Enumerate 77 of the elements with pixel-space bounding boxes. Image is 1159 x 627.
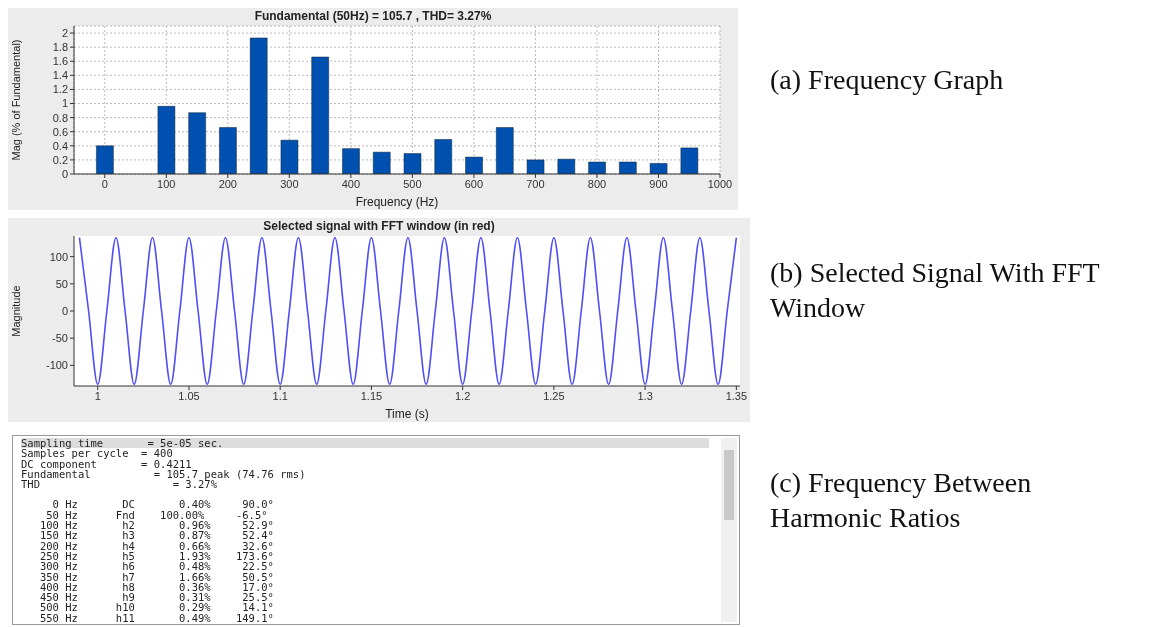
y-tick-label: 2 [61, 26, 68, 39]
y-axis-title: Mag (% of Fundamental) [9, 39, 22, 161]
text: (b) Selected Signal With FFT Window [770, 256, 1101, 325]
x-tick-label: 1 [94, 389, 101, 402]
x-tick-label: 1000 [707, 177, 733, 190]
text: Sampling time = 5e-05 sec. [21, 437, 709, 449]
text: 350 Hz h7 1.66% 50.5° [38, 570, 275, 583]
text: 250 Hz h5 1.93% 173.6° [38, 549, 275, 562]
x-tick-label: 200 [218, 177, 237, 190]
x-tick-label: 1.1 [272, 389, 288, 402]
y-tick-label: 0.6 [52, 125, 68, 138]
bar [403, 153, 422, 174]
y-axis-title: Magnitude [9, 285, 22, 337]
x-tick-label: 1.2 [455, 389, 471, 402]
bar [311, 56, 329, 174]
y-tick-label: 0 [61, 167, 68, 180]
bar [680, 147, 699, 174]
text: 0 Hz DC 0.40% 90.0° [51, 498, 275, 511]
x-tick-label: 700 [526, 177, 545, 190]
chart-title: Fundamental (50Hz) = 105.7 , THD= 3.27% [253, 9, 493, 23]
x-tick-label: 1.05 [178, 389, 200, 402]
y-tick-label: 50 [55, 277, 68, 290]
bar [280, 139, 299, 174]
y-tick-label: -100 [45, 359, 68, 372]
text: 150 Hz h3 0.87% 52.4° [38, 529, 275, 542]
y-tick-label: 1.6 [52, 55, 68, 68]
text: (a) Frequency Graph [770, 62, 1004, 97]
x-tick-label: 600 [464, 177, 484, 190]
bar [219, 127, 237, 174]
bar [526, 159, 545, 174]
y-tick-label: 1.8 [52, 41, 68, 54]
y-tick-label: -50 [52, 332, 68, 345]
bar [619, 161, 637, 174]
x-tick-label: 0 [101, 177, 108, 190]
x-tick-label: 800 [587, 177, 607, 190]
bar [465, 156, 483, 174]
text: THD = 3.27% [21, 478, 217, 491]
bar [188, 112, 206, 174]
bar [342, 148, 360, 174]
y-tick-label: 100 [49, 250, 68, 263]
bar [649, 163, 668, 174]
y-tick-label: 0.8 [52, 111, 68, 124]
x-tick-label: 400 [341, 177, 361, 190]
x-tick-label: 100 [157, 177, 176, 190]
text: (c) Frequency Between Harmonic Ratios [770, 466, 1033, 535]
bar [249, 37, 268, 174]
bar [157, 106, 176, 174]
text: 500 Hz h10 0.29% 14.1° [38, 601, 275, 614]
bar [496, 127, 514, 174]
bar [557, 158, 576, 174]
x-axis-title: Frequency (Hz) [355, 195, 439, 209]
chart-title: Selected signal with FFT window (in red) [262, 219, 496, 233]
bar [96, 145, 114, 174]
text: 550 Hz h11 0.49% 149.1° [38, 611, 275, 624]
x-tick-label: 900 [649, 177, 668, 190]
x-tick-label: 300 [280, 177, 299, 190]
bar [372, 151, 391, 174]
y-tick-label: 1.4 [52, 69, 68, 82]
text: 450 Hz h9 0.31% 25.5° [38, 591, 275, 604]
text: 400 Hz h8 0.36% 17.0° [38, 580, 275, 593]
y-tick-label: 0.2 [52, 153, 68, 166]
x-tick-label: 1.25 [543, 389, 565, 402]
x-tick-label: 1.35 [725, 389, 748, 402]
y-tick-label: 0 [61, 304, 68, 317]
x-tick-label: 500 [403, 177, 422, 190]
text: 300 Hz h6 0.48% 22.5° [38, 560, 275, 573]
bar [434, 139, 453, 174]
x-tick-label: 1.3 [637, 389, 653, 402]
x-tick-label: 1.15 [360, 389, 383, 402]
bar [588, 161, 606, 174]
y-tick-label: 1 [61, 97, 68, 110]
text: 200 Hz h4 0.66% 32.6° [38, 539, 275, 552]
text: 50 Hz Fnd 100.00% -6.5° [45, 508, 269, 521]
text: 100 Hz h2 0.96% 52.9° [38, 519, 275, 532]
y-tick-label: 1.2 [52, 83, 68, 96]
x-axis-title: Time (s) [385, 407, 429, 421]
y-tick-label: 0.4 [52, 139, 68, 152]
